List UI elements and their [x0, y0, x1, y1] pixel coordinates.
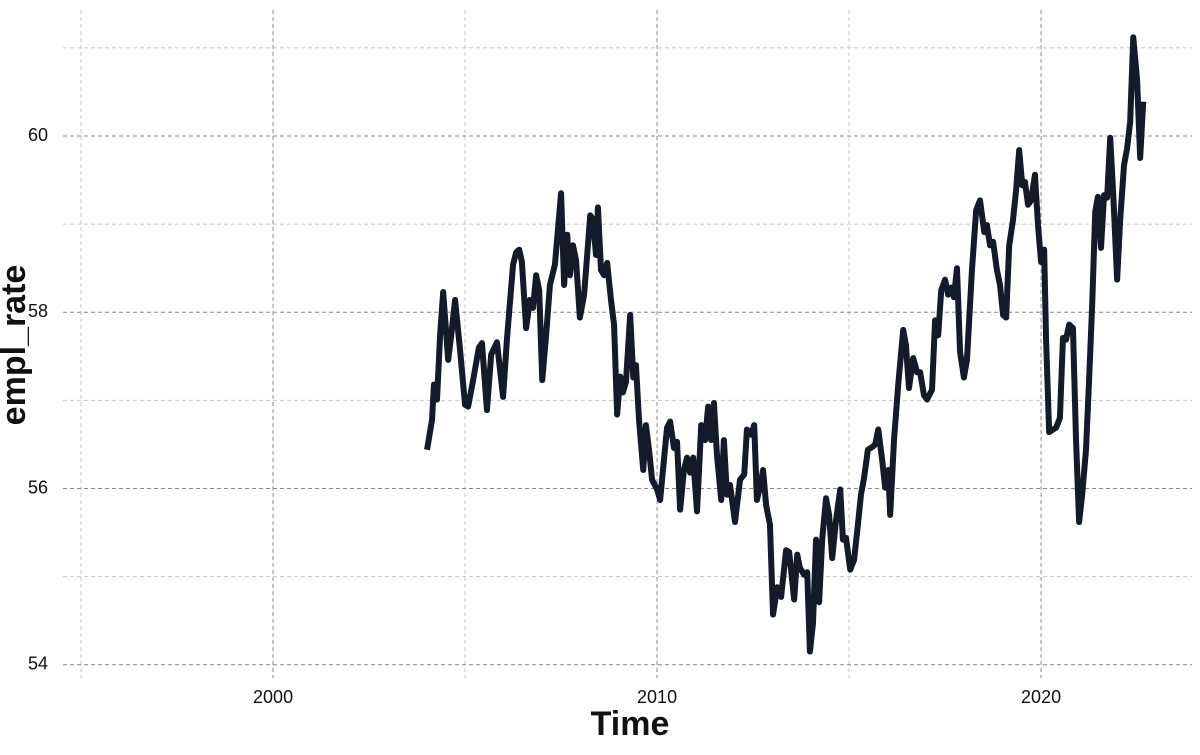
data-line — [424, 34, 1147, 655]
y-tick-label: 58 — [28, 301, 48, 321]
y-axis-title: empl_rate — [0, 265, 33, 426]
x-tick-label: 2020 — [1021, 687, 1061, 707]
y-tick-label: 60 — [28, 125, 48, 145]
y-tick-label: 56 — [28, 477, 48, 497]
x-axis-title: Time — [591, 705, 670, 743]
marks — [424, 34, 1147, 655]
x-tick-label: 2010 — [637, 687, 677, 707]
x-tick-label: 2000 — [253, 687, 293, 707]
y-tick-label: 54 — [28, 654, 48, 674]
